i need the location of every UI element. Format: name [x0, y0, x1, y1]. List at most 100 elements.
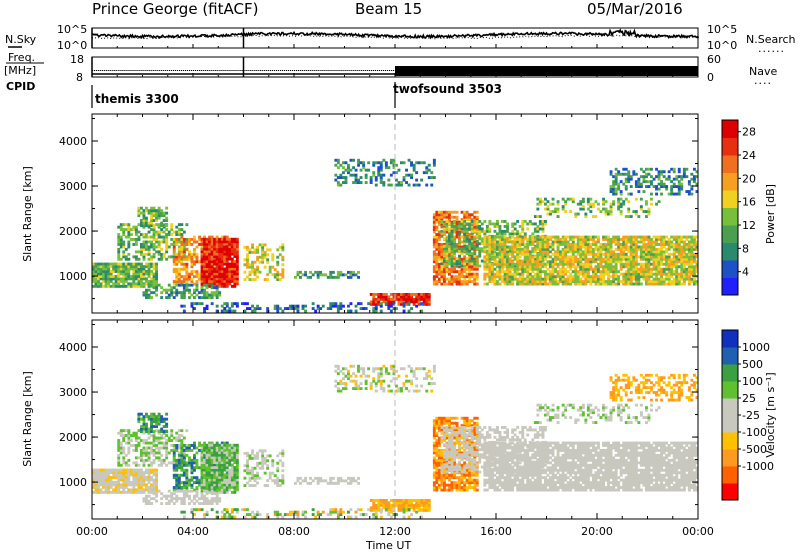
echo-cell: [670, 267, 674, 271]
echo-cell: [132, 434, 136, 437]
echo-cell: [435, 235, 439, 239]
echo-cell: [402, 295, 406, 299]
echo-cell: [559, 257, 562, 261]
echo-cell: [225, 262, 229, 266]
echo-cell: [579, 243, 583, 246]
echo-cell: [483, 232, 487, 236]
echo-cell: [339, 163, 343, 167]
echo-cell: [458, 232, 461, 236]
echo-cell: [667, 247, 671, 251]
echo-cell: [470, 229, 474, 233]
echo-cell: [160, 255, 164, 259]
echo-cell: [693, 260, 696, 264]
echo-cell: [672, 182, 676, 186]
echo-cell: [256, 245, 259, 249]
echo-cell: [145, 252, 148, 256]
echo-cell: [645, 272, 648, 276]
echo-cell: [634, 197, 638, 201]
echo-cell: [205, 255, 209, 258]
echo-cell: [448, 254, 451, 258]
echo-cell: [319, 307, 323, 310]
echo-cell: [215, 255, 219, 258]
echo-cell: [402, 304, 406, 308]
echo-cell: [147, 223, 151, 227]
echo-cell: [599, 210, 603, 213]
echo-cell: [440, 220, 444, 223]
echo-cell: [531, 247, 535, 251]
echo-cell: [195, 272, 199, 276]
echo-cell: [203, 270, 206, 273]
echo-cell: [483, 220, 487, 223]
echo-cell: [624, 185, 628, 188]
echo-cell: [488, 240, 492, 244]
echo-cell: [622, 182, 626, 186]
echo-cell: [180, 468, 184, 472]
echo-cell: [157, 224, 161, 227]
echo-cell: [629, 277, 633, 281]
echo-cell: [526, 255, 530, 259]
echo-cell: [556, 282, 560, 286]
echo-cell: [501, 220, 504, 223]
echo-cell: [127, 265, 131, 268]
echo-cell: [417, 161, 421, 165]
echo-cell: [506, 267, 509, 271]
echo-cell: [614, 192, 618, 196]
echo-cell: [690, 247, 694, 251]
echo-cell: [145, 291, 148, 295]
echo-cell: [233, 309, 237, 313]
echo-cell: [195, 280, 199, 283]
echo-cell: [541, 200, 545, 204]
echo-cell: [637, 280, 641, 283]
echo-cell: [634, 250, 638, 254]
echo-cell: [114, 471, 118, 474]
echo-cell: [193, 240, 196, 244]
echo-cell: [682, 272, 686, 276]
echo-cell: [569, 255, 573, 259]
echo-cell: [432, 265, 436, 269]
echo-cell: [665, 275, 669, 279]
echo-cell: [218, 275, 222, 278]
echo-cell: [496, 272, 499, 276]
echo-cell: [624, 215, 628, 218]
echo-cell: [276, 255, 280, 259]
echo-cell: [412, 300, 416, 304]
echo-cell: [410, 176, 413, 179]
echo-cell: [155, 439, 158, 442]
echo-cell: [182, 293, 186, 297]
echo-cell: [334, 275, 338, 279]
echo-cell: [185, 288, 189, 292]
echo-cell: [680, 270, 684, 274]
echo-cell: [97, 262, 100, 266]
echo-cell: [564, 200, 568, 204]
echo-cell: [334, 173, 338, 177]
echo-cell: [107, 282, 111, 286]
echo-cell: [675, 277, 679, 281]
echo-cell: [493, 252, 497, 256]
echo-cell: [182, 288, 186, 292]
echo-cell: [496, 280, 499, 283]
echo-cell: [566, 260, 570, 264]
echo-cell: [450, 225, 454, 228]
echo-cell: [223, 237, 227, 241]
echo-cell: [437, 243, 441, 246]
echo-cell: [117, 262, 121, 266]
echo-cell: [667, 260, 671, 264]
echo-cell: [617, 200, 621, 204]
echo-cell: [465, 239, 469, 243]
echo-cell: [634, 252, 638, 256]
echo-cell: [511, 225, 515, 228]
echo-cell: [660, 240, 663, 244]
echo-cell: [468, 213, 472, 217]
echo-cell: [377, 302, 381, 306]
echo-cell: [410, 297, 413, 301]
echo-cell: [513, 264, 517, 268]
echo-cell: [422, 171, 426, 175]
echo-cell: [607, 280, 610, 283]
echo-cell: [675, 250, 679, 254]
echo-cell: [490, 247, 494, 251]
echo-cell: [574, 272, 578, 276]
echo-cell: [576, 245, 580, 249]
echo-cell: [513, 250, 517, 254]
echo-cell: [142, 265, 146, 268]
echo-cell: [352, 166, 355, 170]
